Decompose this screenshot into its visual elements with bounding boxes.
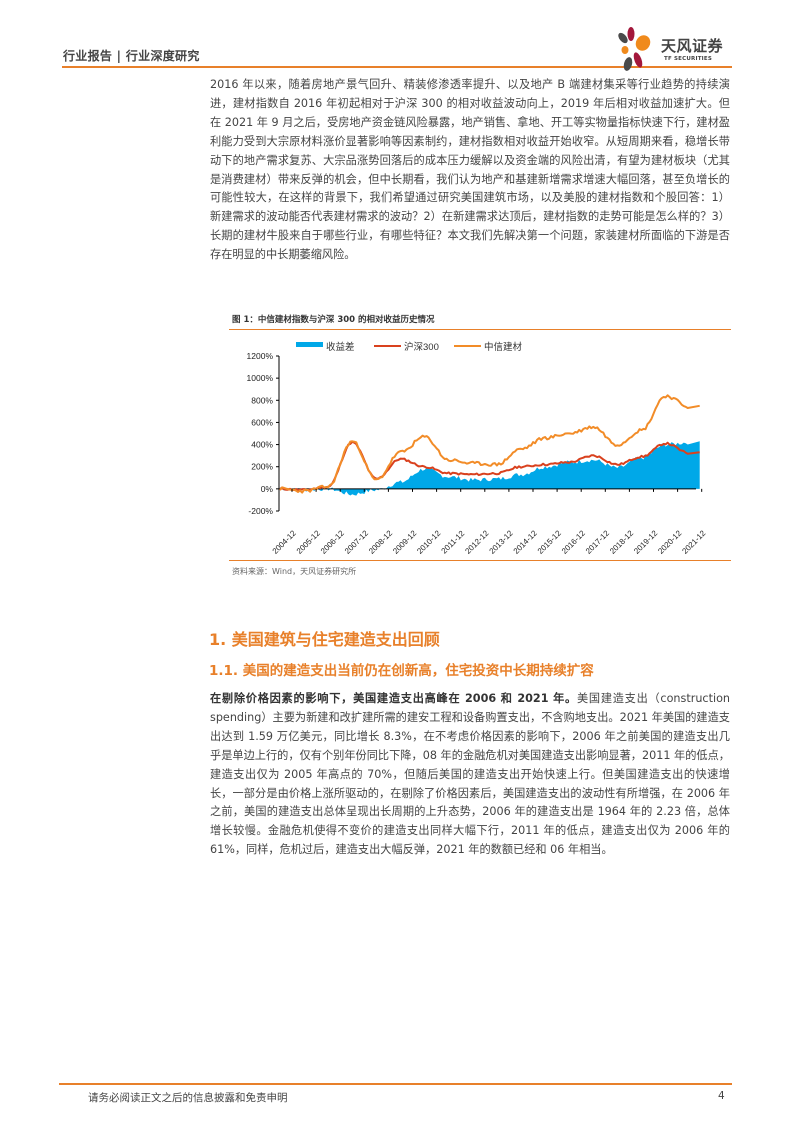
footer-disclaimer: 请务必阅读正文之后的信息披露和免责申明 — [88, 1092, 288, 1104]
svg-text:2005-12: 2005-12 — [295, 528, 323, 556]
svg-text:1200%: 1200% — [247, 351, 274, 361]
svg-text:200%: 200% — [251, 462, 273, 472]
svg-text:2014-12: 2014-12 — [512, 528, 540, 556]
svg-text:2008-12: 2008-12 — [367, 528, 395, 556]
svg-text:2017-12: 2017-12 — [584, 528, 612, 556]
svg-text:2018-12: 2018-12 — [608, 528, 636, 556]
figure-source: 资料来源：Wind，天风证券研究所 — [232, 567, 357, 576]
svg-text:600%: 600% — [251, 417, 273, 427]
logo-english-text: TF SECURITIES — [664, 56, 713, 62]
report-category: 行业报告 | 行业深度研究 — [63, 49, 200, 63]
svg-text:2004-12: 2004-12 — [271, 528, 299, 556]
page-number: 4 — [718, 1090, 725, 1102]
svg-text:2013-12: 2013-12 — [488, 528, 516, 556]
series-citic-building-materials-line — [279, 394, 700, 494]
svg-text:2015-12: 2015-12 — [536, 528, 564, 556]
intro-paragraph: 2016 年以来，随着房地产景气回升、精装修渗透率提升、以及地产 B 端建材集采… — [210, 78, 730, 262]
svg-text:2009-12: 2009-12 — [391, 528, 419, 556]
svg-text:2020-12: 2020-12 — [656, 528, 684, 556]
svg-text:收益差: 收益差 — [326, 341, 355, 353]
chart-canvas: 收益差 沪深300 中信建材 1200% 1000% 800% 600% 400% 200% 0%… — [247, 341, 708, 556]
svg-text:2016-12: 2016-12 — [560, 528, 588, 556]
svg-text:-200%: -200% — [248, 506, 273, 516]
svg-text:400%: 400% — [251, 440, 273, 450]
series-return-gap-area — [280, 441, 700, 496]
section-subheading: 1.1. 美国的建造支出当前仍在创新高，住宅投资中长期持续扩容 — [209, 663, 594, 679]
section-paragraph: 在剔除价格因素的影响下，美国建造支出高峰在 2006 和 2021 年。美国建造… — [210, 690, 730, 860]
figure-title: 图 1：中信建材指数与沪深 300 的相对收益历史情况 — [232, 315, 435, 325]
header-divider — [62, 66, 732, 68]
section-heading: 1. 美国建筑与住宅建造支出回顾 — [209, 630, 440, 649]
logo-chinese-text: 天风证券 — [661, 37, 724, 55]
svg-text:800%: 800% — [251, 395, 273, 405]
svg-text:2021-12: 2021-12 — [680, 528, 708, 556]
petal-logo-icon — [618, 27, 651, 71]
svg-text:2011-12: 2011-12 — [440, 528, 467, 555]
svg-text:2019-12: 2019-12 — [632, 528, 660, 556]
chart-legend: 收益差 沪深300 中信建材 — [296, 341, 523, 353]
footer-divider — [59, 1083, 732, 1085]
svg-text:2010-12: 2010-12 — [415, 528, 443, 556]
svg-text:沪深300: 沪深300 — [404, 341, 439, 353]
svg-text:2006-12: 2006-12 — [319, 528, 347, 556]
svg-text:0%: 0% — [261, 484, 274, 494]
svg-text:中信建材: 中信建材 — [484, 341, 523, 353]
figure-top-divider — [229, 329, 731, 330]
relative-return-chart: 收益差 沪深300 中信建材 1200% 1000% 800% 600% 400% 200% 0%… — [229, 335, 731, 560]
lead-sentence: 在剔除价格因素的影响下，美国建造支出高峰在 2006 和 2021 年。 — [210, 692, 577, 705]
paragraph-body: 美国建造支出（construction spending）主要为新建和改扩建所需… — [210, 692, 731, 857]
svg-text:1000%: 1000% — [247, 373, 274, 383]
svg-text:2007-12: 2007-12 — [343, 528, 371, 556]
svg-text:2012-12: 2012-12 — [463, 528, 491, 556]
tf-securities-logo: 天风证券 TF SECURITIES — [617, 24, 737, 74]
figure-bottom-divider — [229, 560, 731, 561]
